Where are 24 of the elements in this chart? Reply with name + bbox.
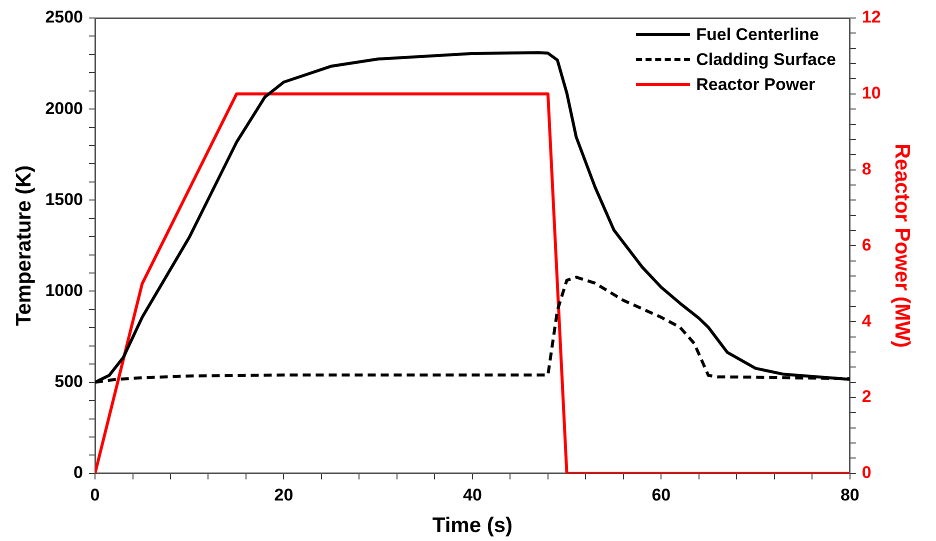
- y-tick-label: 1500: [45, 190, 84, 209]
- y2-tick-label: 10: [862, 84, 881, 103]
- y2-tick-label: 6: [862, 235, 872, 254]
- x-tick-label: 40: [462, 485, 482, 504]
- y2-tick-label: 12: [862, 8, 881, 27]
- x-axis-title: Time (s): [432, 514, 513, 538]
- y2-tick-label: 0: [862, 463, 872, 482]
- x-tick-label: 0: [90, 485, 100, 504]
- y-tick-label: 2500: [45, 8, 84, 27]
- y2-tick-label: 8: [862, 159, 872, 178]
- y2-tick-label: 2: [862, 387, 872, 406]
- y-tick-label: 2000: [45, 98, 84, 118]
- y2-axis-title: Reactor Power (MW): [890, 144, 914, 348]
- legend-label: Reactor Power: [696, 74, 816, 94]
- y-axis-title: Temperature (K): [12, 165, 36, 326]
- y-tick-label: 500: [54, 372, 84, 392]
- x-tick-label: 80: [840, 485, 860, 504]
- y-tick-label: 0: [74, 463, 84, 482]
- legend-label: Cladding Surface: [696, 50, 836, 70]
- x-tick-label: 60: [652, 485, 671, 504]
- y2-tick-label: 4: [862, 311, 872, 330]
- y-tick-label: 1000: [45, 280, 84, 300]
- legend-label: Fuel Centerline: [696, 24, 819, 44]
- x-tick-label: 20: [274, 485, 294, 504]
